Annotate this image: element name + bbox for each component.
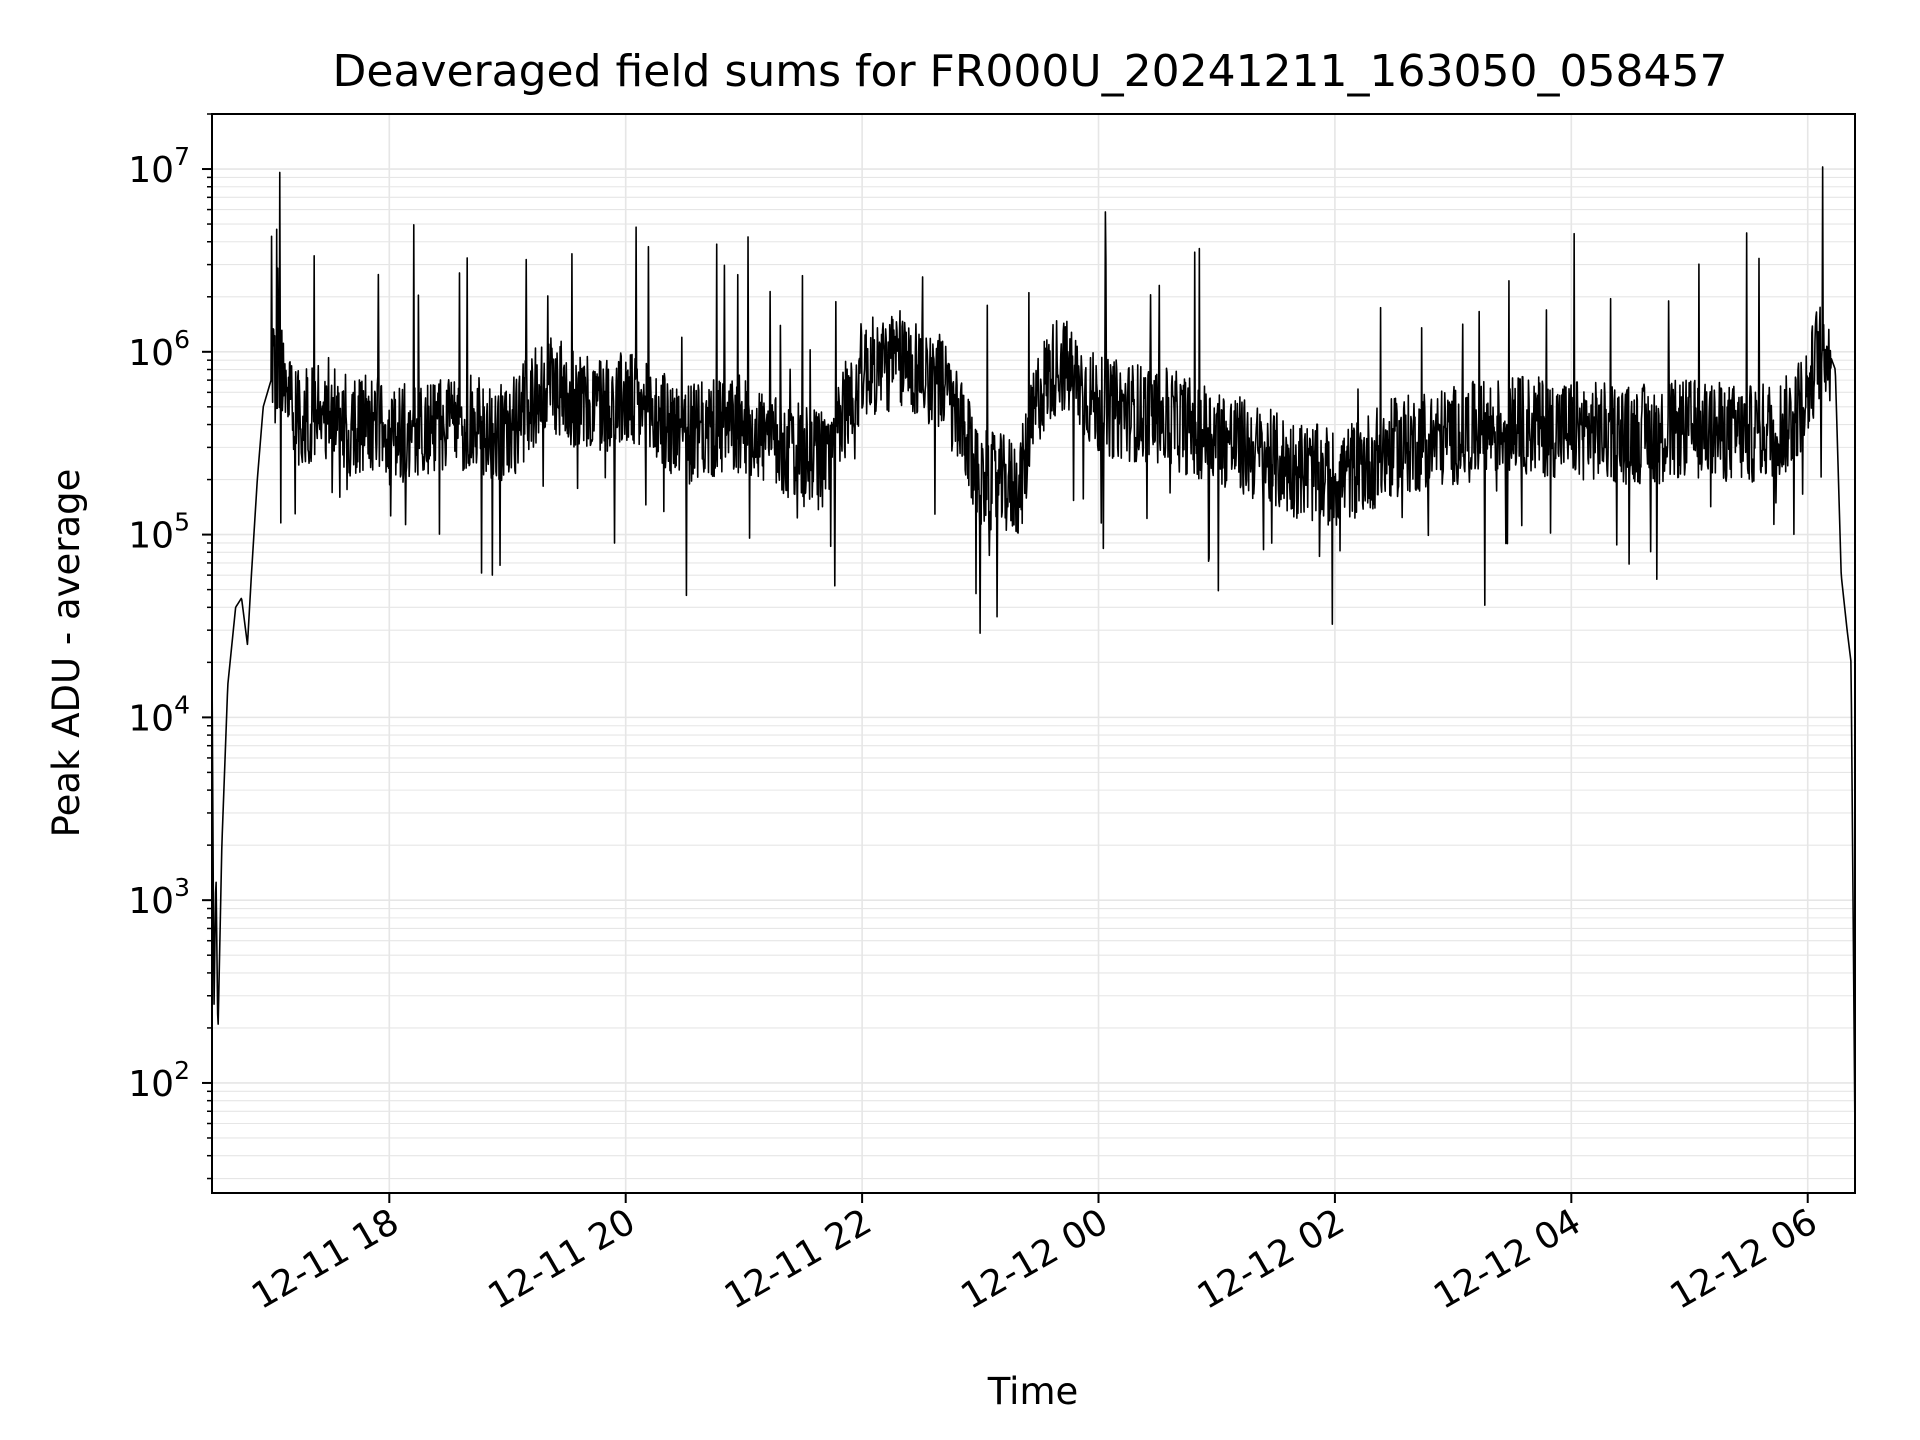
x-tick-label-4: 12-12 02 xyxy=(1191,1201,1352,1317)
x-tick-label-5: 12-12 04 xyxy=(1427,1201,1588,1317)
x-tick-label-1: 12-11 20 xyxy=(482,1201,643,1317)
y-tick-label-5: 107 xyxy=(128,142,190,191)
x-tick-label-2: 12-11 22 xyxy=(718,1201,879,1317)
series-line xyxy=(211,166,1856,1138)
x-tick-label-6: 12-12 06 xyxy=(1664,1201,1825,1317)
x-tick-label-3: 12-12 00 xyxy=(954,1201,1115,1317)
y-tick-label-3: 105 xyxy=(128,508,190,557)
plot-frame xyxy=(211,113,1856,1194)
chart-title: Deaveraged field sums for FR000U_2024121… xyxy=(333,46,1728,97)
y-tick-label-0: 102 xyxy=(128,1056,190,1105)
x-tick-label-0: 12-11 18 xyxy=(245,1201,406,1317)
y-tick-label-4: 106 xyxy=(128,325,190,374)
y-tick-label-2: 104 xyxy=(128,690,190,739)
y-axis-label: Peak ADU - average xyxy=(45,469,88,838)
y-axis: 102 103 104 105 106 107 xyxy=(128,113,212,1180)
x-axis: 12-11 18 12-11 20 12-11 22 12-12 00 12-12 02… xyxy=(245,1193,1824,1318)
x-axis-label: Time xyxy=(987,1370,1079,1413)
grid xyxy=(212,113,1855,1193)
y-tick-label-1: 103 xyxy=(128,873,190,922)
